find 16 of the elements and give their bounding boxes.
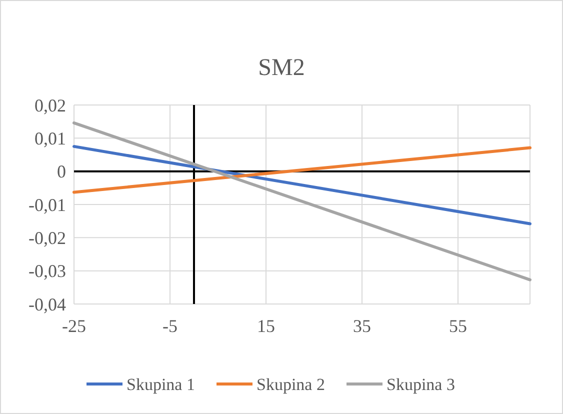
x-tick-label: 15 <box>257 316 275 336</box>
x-tick-label: 35 <box>353 316 371 336</box>
legend-label: Skupina 3 <box>386 374 455 394</box>
y-tick-label: -0,02 <box>28 228 66 248</box>
y-tick-label: 0,02 <box>34 95 66 116</box>
chart-title: SM2 <box>258 55 305 81</box>
legend-label: Skupina 2 <box>256 374 325 394</box>
legend-label: Skupina 1 <box>126 374 195 394</box>
x-tick-label: 55 <box>449 316 467 336</box>
y-tick-label: -0,01 <box>28 194 66 215</box>
x-tick-label: -25 <box>62 316 86 336</box>
x-tick-label: -5 <box>162 316 178 336</box>
y-tick-label: 0 <box>57 162 66 182</box>
y-tick-label: -0,04 <box>28 294 66 314</box>
y-tick-label: 0,01 <box>34 128 66 148</box>
y-tick-label: -0,03 <box>28 261 66 282</box>
